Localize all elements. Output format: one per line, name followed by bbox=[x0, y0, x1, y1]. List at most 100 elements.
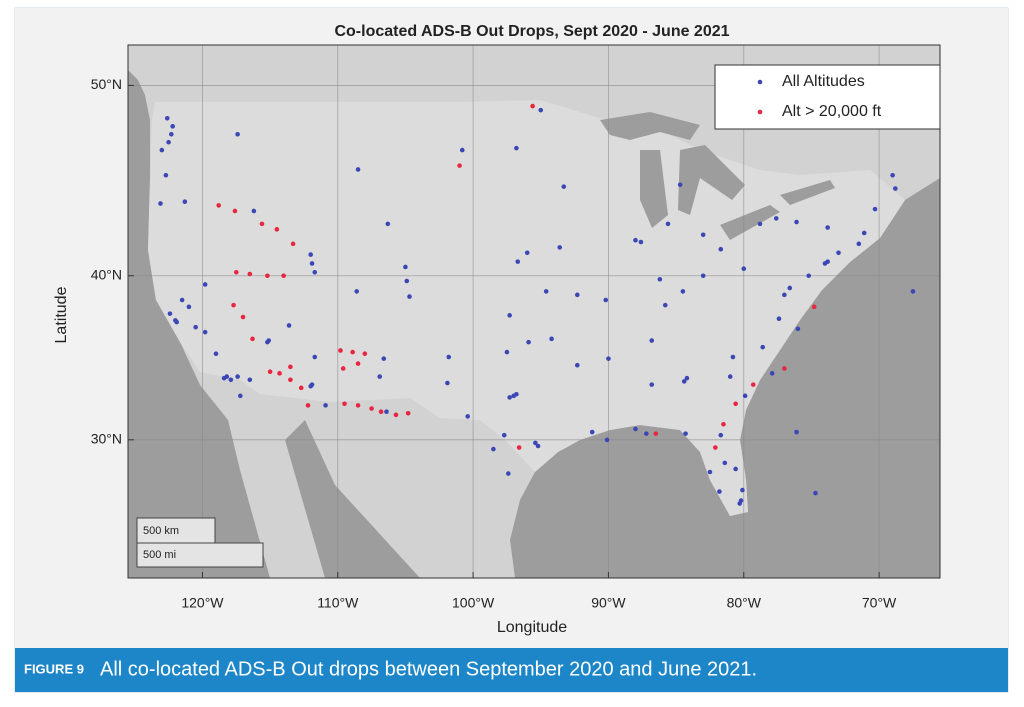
data-point bbox=[308, 252, 314, 257]
data-point bbox=[707, 469, 713, 475]
data-point bbox=[159, 147, 165, 153]
x-axis-label: Longitude bbox=[497, 619, 567, 636]
y-tick-label: 30°N bbox=[91, 431, 122, 447]
data-point bbox=[342, 401, 347, 407]
data-point bbox=[240, 314, 246, 320]
caption-bar bbox=[15, 648, 1008, 692]
data-point bbox=[514, 145, 519, 151]
data-point bbox=[677, 182, 683, 188]
scale-label: 500 km bbox=[143, 525, 179, 537]
caption-text: All co-located ADS-B Out drops between S… bbox=[100, 658, 757, 680]
data-point bbox=[653, 431, 659, 436]
data-point bbox=[238, 393, 243, 399]
data-point bbox=[164, 115, 170, 121]
data-point bbox=[286, 323, 292, 328]
data-point bbox=[825, 225, 830, 230]
data-point bbox=[384, 409, 389, 414]
data-point bbox=[182, 199, 188, 204]
data-point bbox=[501, 432, 507, 438]
data-point bbox=[782, 292, 787, 298]
great-lakes bbox=[600, 112, 700, 140]
data-point bbox=[649, 338, 655, 343]
data-point bbox=[700, 273, 706, 279]
data-point bbox=[561, 184, 567, 189]
data-point bbox=[683, 431, 688, 436]
great-lakes bbox=[720, 205, 780, 240]
data-point bbox=[604, 437, 610, 443]
data-point bbox=[277, 371, 282, 376]
data-point bbox=[741, 266, 747, 272]
data-point bbox=[163, 172, 169, 178]
data-point bbox=[507, 395, 512, 400]
data-point bbox=[515, 259, 521, 264]
data-point bbox=[202, 329, 208, 335]
data-point bbox=[718, 432, 724, 438]
data-point bbox=[266, 338, 272, 343]
data-point bbox=[250, 336, 255, 342]
data-point bbox=[407, 294, 412, 299]
data-point bbox=[893, 186, 898, 191]
data-point bbox=[404, 278, 410, 284]
data-point bbox=[549, 336, 554, 342]
data-point bbox=[733, 466, 738, 472]
data-point bbox=[776, 316, 782, 322]
data-point bbox=[737, 501, 743, 506]
data-point bbox=[665, 221, 671, 227]
data-point bbox=[251, 208, 257, 214]
y-tick-label: 50°N bbox=[91, 76, 122, 92]
data-point bbox=[787, 285, 793, 291]
data-point bbox=[235, 131, 240, 137]
data-point bbox=[516, 445, 522, 450]
data-point bbox=[170, 124, 175, 129]
data-point bbox=[338, 348, 343, 353]
plot-frame bbox=[127, 44, 941, 579]
data-point bbox=[305, 403, 311, 408]
data-point bbox=[465, 414, 470, 419]
data-point bbox=[393, 412, 399, 418]
data-point bbox=[445, 380, 450, 386]
data-point bbox=[354, 289, 360, 294]
data-point bbox=[530, 103, 535, 109]
data-point bbox=[811, 304, 817, 310]
data-point bbox=[405, 410, 411, 416]
data-point bbox=[514, 391, 519, 397]
data-point bbox=[169, 131, 174, 137]
data-point bbox=[795, 326, 801, 332]
data-point bbox=[836, 250, 841, 256]
x-tick-label: 70°W bbox=[862, 595, 897, 611]
data-point bbox=[355, 361, 361, 366]
data-point bbox=[281, 273, 286, 279]
data-point bbox=[167, 311, 173, 316]
data-point bbox=[794, 219, 799, 225]
x-tick-label: 100°W bbox=[452, 595, 495, 611]
data-point bbox=[825, 259, 830, 264]
data-point bbox=[717, 489, 722, 494]
data-point bbox=[457, 163, 462, 168]
legend-label: All Altitudes bbox=[782, 73, 865, 90]
data-point bbox=[231, 302, 236, 308]
scale-box bbox=[136, 542, 264, 568]
data-point bbox=[193, 324, 198, 330]
data-point bbox=[377, 374, 383, 379]
data-point bbox=[259, 221, 265, 227]
data-point bbox=[228, 377, 234, 383]
data-point bbox=[491, 446, 496, 452]
data-point bbox=[718, 246, 724, 252]
data-point bbox=[782, 366, 787, 371]
data-point bbox=[288, 377, 293, 383]
data-point bbox=[606, 356, 611, 361]
data-point bbox=[309, 382, 315, 387]
x-tick-label: 120°W bbox=[181, 595, 224, 611]
data-point bbox=[538, 107, 544, 113]
legend-marker bbox=[757, 79, 763, 85]
data-point bbox=[872, 206, 878, 212]
data-point bbox=[861, 230, 867, 236]
scale-box bbox=[136, 517, 216, 544]
data-point bbox=[713, 445, 718, 450]
data-point bbox=[202, 282, 208, 287]
data-point bbox=[350, 349, 355, 355]
x-tick-label: 110°W bbox=[317, 595, 359, 611]
data-point bbox=[355, 167, 361, 172]
map bbox=[128, 45, 940, 578]
